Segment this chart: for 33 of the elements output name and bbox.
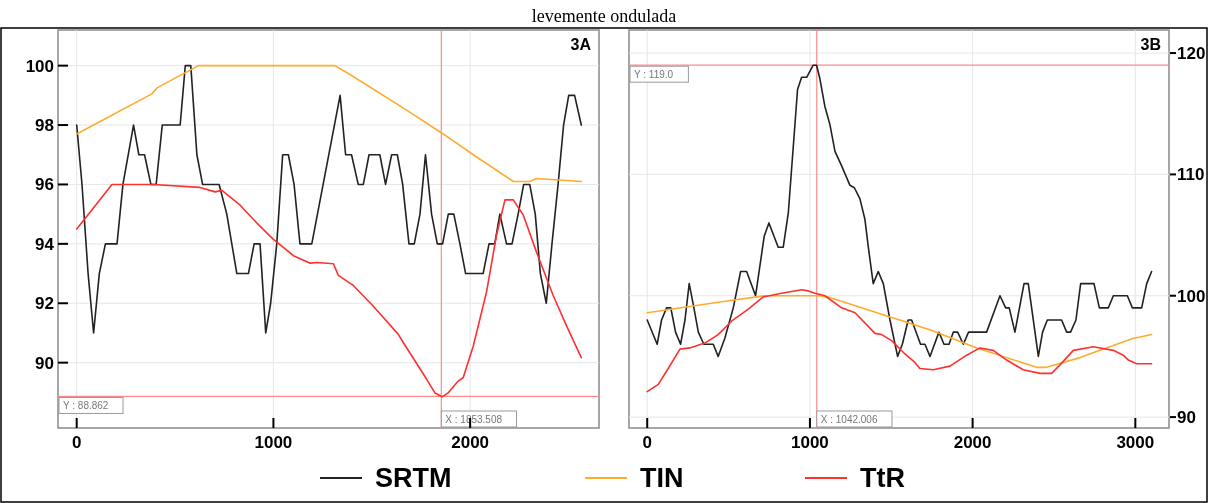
x-tick-label: 0: [71, 433, 82, 452]
x-tick-label: 3000: [1116, 433, 1155, 452]
line-series: [646, 288, 1153, 393]
ref-line-label: X : 1042.006: [820, 414, 878, 425]
y2-tick-label: 110: [1177, 165, 1205, 185]
line-series: [75, 64, 583, 334]
x-tick-label: 2000: [451, 433, 490, 452]
y2-tick-label: 120: [1177, 44, 1206, 64]
y2-tick-label: 100: [1177, 286, 1206, 306]
y-tick-label: 94: [35, 234, 55, 254]
x-tick-label: 1000: [791, 433, 829, 452]
line-series: [646, 64, 1153, 358]
legend-label: TIN: [640, 463, 684, 493]
y-tick-label: 92: [35, 294, 54, 314]
line-series: [646, 294, 1153, 369]
y-tick-label: 100: [25, 56, 54, 76]
line-series: [75, 64, 583, 183]
legend-label: TtR: [860, 463, 905, 493]
chart-title: 3B: [1140, 36, 1161, 53]
x-tick-label: 0: [642, 433, 652, 452]
y2-tick-label: 90: [1177, 408, 1196, 428]
text: levemente ondulada: [531, 6, 677, 26]
line-series: [75, 183, 583, 398]
x-tick-label: 2000: [953, 433, 992, 452]
y-tick-label: 98: [35, 116, 54, 136]
y-tick-label: 96: [35, 175, 54, 195]
x-tick-label: 1000: [254, 433, 293, 452]
ref-line-label: X : 1853.508: [445, 414, 503, 425]
ref-line-label: Y : 88.862: [63, 400, 109, 412]
ref-line-label: Y : 119.0: [634, 69, 674, 81]
y-tick-label: 90: [35, 353, 54, 373]
chart-title: 3A: [570, 36, 592, 53]
legend-label: SRTM: [375, 463, 452, 493]
